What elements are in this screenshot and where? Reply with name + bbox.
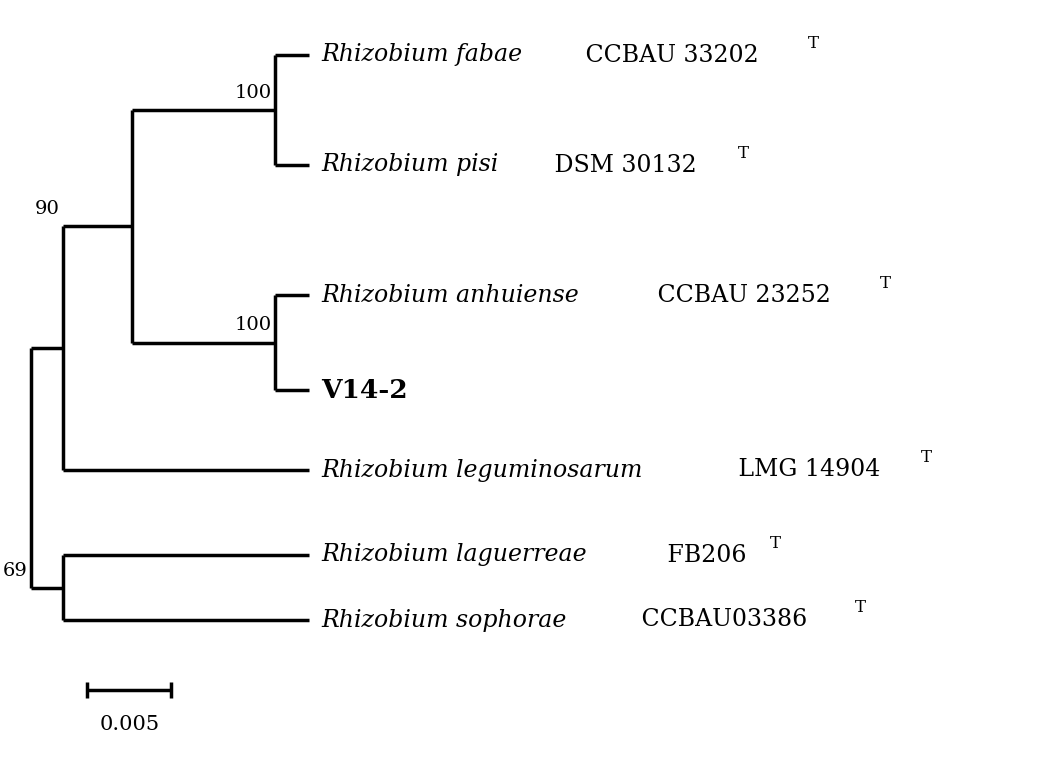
Text: T: T: [738, 144, 749, 161]
Text: 100: 100: [235, 317, 272, 335]
Text: LMG 14904: LMG 14904: [730, 459, 880, 482]
Text: Rhizobium fabae: Rhizobium fabae: [321, 43, 522, 66]
Text: T: T: [921, 449, 932, 466]
Text: FB206: FB206: [659, 544, 746, 567]
Text: Rhizobium sophorae: Rhizobium sophorae: [321, 608, 566, 631]
Text: CCBAU 33202: CCBAU 33202: [578, 43, 759, 66]
Text: CCBAU 23252: CCBAU 23252: [650, 284, 831, 307]
Text: 100: 100: [235, 84, 272, 102]
Text: 69: 69: [3, 561, 28, 580]
Text: V14-2: V14-2: [321, 378, 408, 402]
Text: T: T: [808, 35, 819, 52]
Text: T: T: [880, 274, 891, 291]
Text: T: T: [770, 534, 781, 551]
Text: Rhizobium pisi: Rhizobium pisi: [321, 153, 498, 177]
Text: 90: 90: [34, 200, 60, 218]
Text: CCBAU03386: CCBAU03386: [634, 608, 807, 631]
Text: Rhizobium anhuiense: Rhizobium anhuiense: [321, 284, 579, 307]
Text: DSM 30132: DSM 30132: [548, 153, 697, 177]
Text: 0.005: 0.005: [99, 715, 160, 734]
Text: T: T: [855, 600, 865, 617]
Text: Rhizobium laguerreae: Rhizobium laguerreae: [321, 544, 587, 567]
Text: Rhizobium leguminosarum: Rhizobium leguminosarum: [321, 459, 643, 482]
